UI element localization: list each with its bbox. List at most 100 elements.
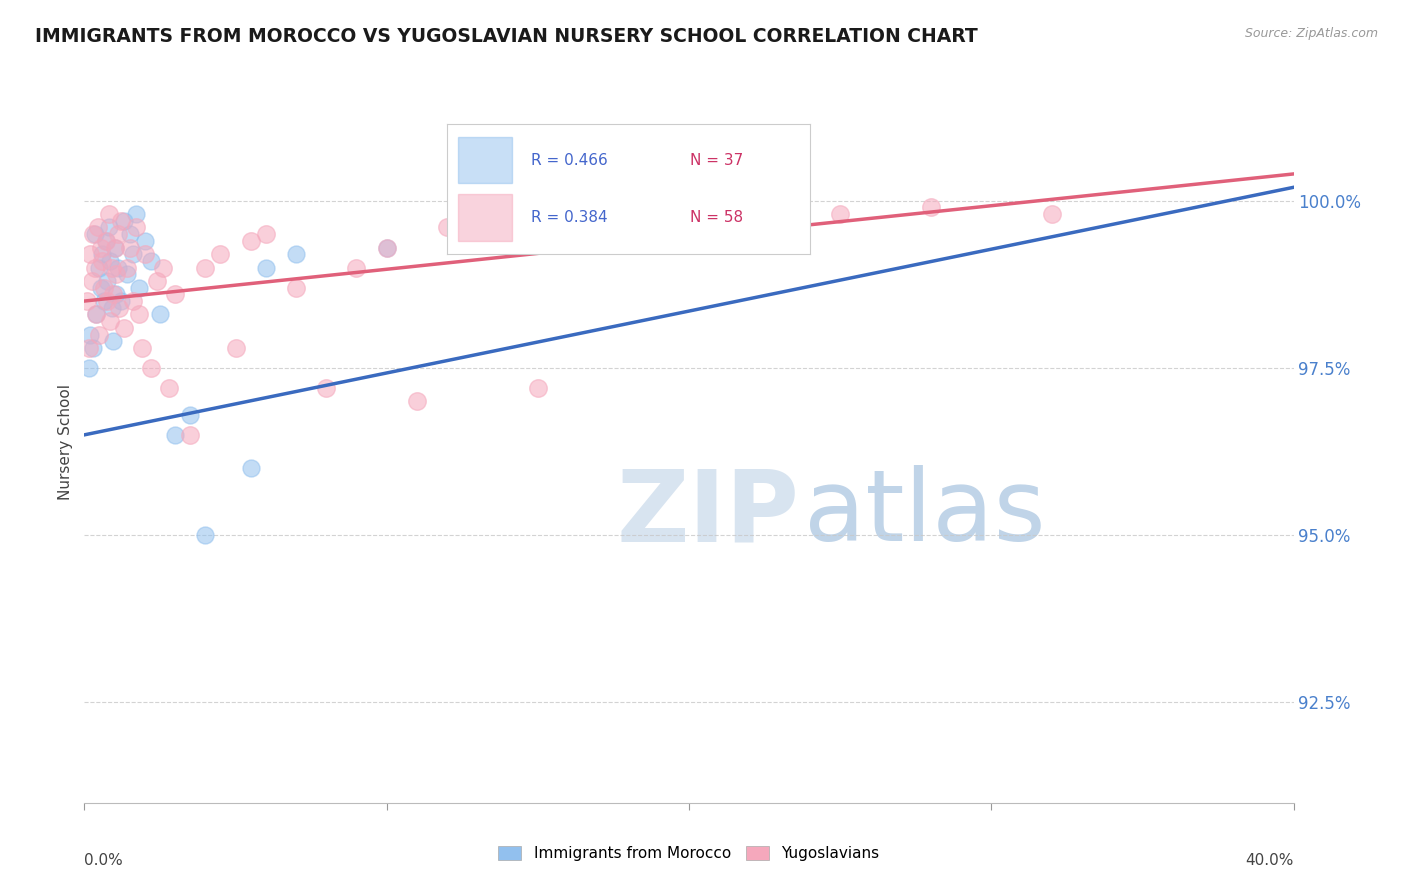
Point <box>97 207 120 221</box>
Point <box>131 341 153 355</box>
Point <box>239 234 262 248</box>
Point <box>90 280 112 294</box>
Text: IMMIGRANTS FROM MOROCCO VS YUGOSLAVIAN NURSERY SCHOOL CORRELATION CHART: IMMIGRANTS FROM MOROCCO VS YUGOSLAVIAN N… <box>35 27 979 45</box>
Point <box>436 220 458 235</box>
Point <box>100 260 122 275</box>
Point <box>101 287 124 301</box>
Point <box>527 381 550 395</box>
Point <box>179 408 201 422</box>
Point <box>254 260 277 275</box>
Point <box>86 308 108 322</box>
Point <box>86 308 108 322</box>
Text: atlas: atlas <box>804 466 1046 562</box>
Point <box>165 427 187 442</box>
Point <box>146 274 169 288</box>
Point <box>96 274 118 288</box>
Point <box>110 293 132 308</box>
Point <box>84 227 107 241</box>
Point <box>179 427 201 442</box>
Point <box>107 227 129 241</box>
Point <box>107 260 129 275</box>
Point <box>89 260 111 275</box>
Point <box>112 321 135 335</box>
Point <box>82 341 104 355</box>
Point <box>80 274 103 288</box>
Text: ZIP: ZIP <box>616 466 799 562</box>
Point <box>254 227 277 241</box>
Point <box>97 220 120 235</box>
Point <box>110 213 132 227</box>
Point <box>375 240 398 254</box>
Point <box>108 301 131 315</box>
Point <box>134 247 156 261</box>
Point <box>77 360 100 375</box>
Point <box>1040 207 1063 221</box>
Point <box>121 293 143 308</box>
Point <box>118 227 141 241</box>
Point <box>1298 180 1320 194</box>
Point <box>125 220 148 235</box>
Point <box>96 293 118 308</box>
Point <box>84 260 107 275</box>
Y-axis label: Nursery School: Nursery School <box>58 384 73 500</box>
Point <box>98 314 121 328</box>
Point <box>93 293 115 308</box>
Point <box>225 341 247 355</box>
Point <box>94 234 117 248</box>
Point <box>82 227 104 241</box>
Point <box>617 207 640 221</box>
Point <box>527 227 550 241</box>
Point <box>194 528 217 542</box>
Point <box>406 394 429 409</box>
Point <box>285 280 308 294</box>
Point <box>105 267 128 281</box>
Point <box>79 327 101 342</box>
Point <box>149 308 172 322</box>
Point <box>98 253 121 268</box>
Point <box>118 240 141 254</box>
Point <box>128 308 150 322</box>
Point <box>165 287 187 301</box>
Point <box>79 247 101 261</box>
Point <box>139 253 162 268</box>
Point <box>920 200 942 214</box>
Point <box>91 253 114 268</box>
Text: 0.0%: 0.0% <box>84 854 124 869</box>
Point <box>104 240 127 254</box>
Point <box>91 247 114 261</box>
Point <box>100 301 122 315</box>
Point <box>93 280 115 294</box>
Point <box>239 461 262 475</box>
Point <box>77 341 100 355</box>
Point <box>90 240 112 254</box>
Point <box>588 213 610 227</box>
Point <box>738 207 761 221</box>
Point <box>738 213 761 227</box>
Point <box>89 327 111 342</box>
Point <box>375 240 398 254</box>
Point <box>76 293 98 308</box>
Point <box>152 260 174 275</box>
Legend: Immigrants from Morocco, Yugoslavians: Immigrants from Morocco, Yugoslavians <box>492 839 886 867</box>
Point <box>194 260 217 275</box>
Point <box>112 213 135 227</box>
Point <box>101 334 124 348</box>
Point <box>496 234 519 248</box>
Point <box>128 280 150 294</box>
Point <box>104 240 127 254</box>
Point <box>346 260 368 275</box>
Text: Source: ZipAtlas.com: Source: ZipAtlas.com <box>1244 27 1378 40</box>
Point <box>105 287 128 301</box>
Point <box>678 227 700 241</box>
Point <box>285 247 308 261</box>
Point <box>115 260 138 275</box>
Point <box>315 381 337 395</box>
Point <box>121 247 143 261</box>
Point <box>134 234 156 248</box>
Point <box>125 207 148 221</box>
Point <box>157 381 180 395</box>
Point <box>94 234 117 248</box>
Point <box>830 207 852 221</box>
Text: 40.0%: 40.0% <box>1246 854 1294 869</box>
Point <box>139 360 162 375</box>
